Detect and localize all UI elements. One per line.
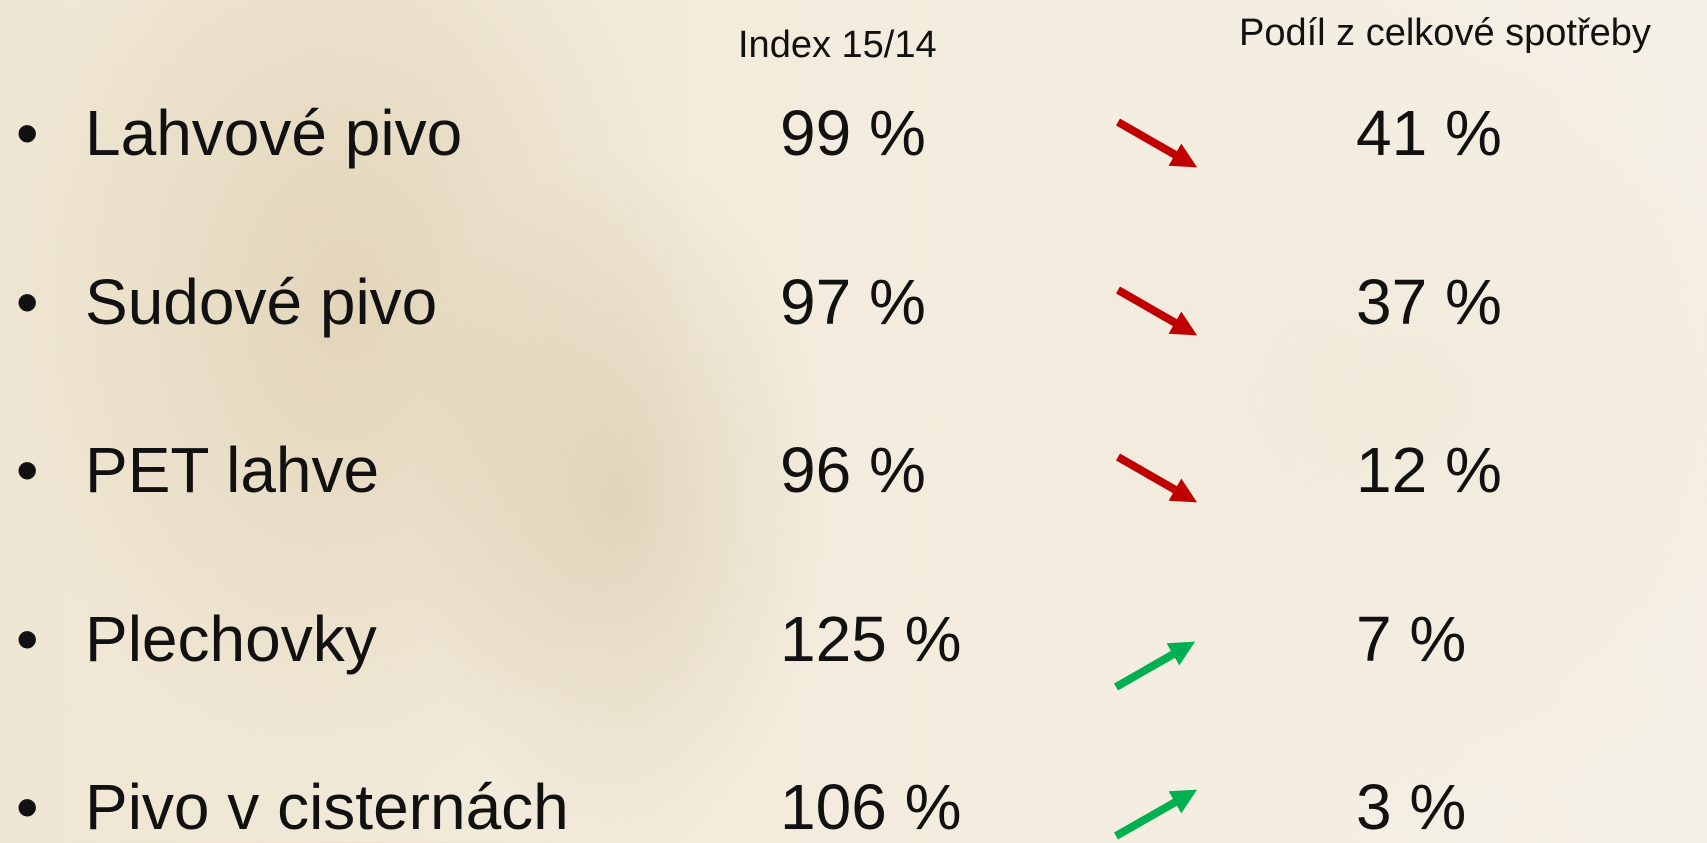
index-value: 97 % <box>780 265 926 338</box>
bullet: • <box>16 771 39 843</box>
index-header: Index 15/14 <box>738 24 937 66</box>
down-arrow <box>1116 118 1198 168</box>
bullet: • <box>16 265 39 338</box>
index-value: 99 % <box>780 97 926 169</box>
bullet: • <box>16 434 39 506</box>
up-arrow <box>1114 789 1198 840</box>
share-header: Podíl z celkové spotřeby <box>1239 12 1651 54</box>
index-value: 106 % <box>780 771 962 843</box>
row-label: PET lahve <box>85 434 380 506</box>
share-value: 7 % <box>1356 602 1467 675</box>
index-value: 96 % <box>780 434 926 506</box>
share-value: 12 % <box>1356 434 1502 506</box>
row-label: Lahvové pivo <box>85 97 463 169</box>
bullet: • <box>16 602 39 675</box>
row-label: Pivo v cisternách <box>85 771 569 843</box>
share-value: 37 % <box>1356 265 1502 338</box>
down-arrow <box>1116 453 1198 503</box>
up-arrow <box>1114 641 1196 691</box>
share-value: 3 % <box>1356 771 1467 843</box>
down-arrow <box>1116 286 1198 336</box>
bullet: • <box>16 97 39 169</box>
share-value: 41 % <box>1356 97 1502 169</box>
row-label: Plechovky <box>85 602 377 675</box>
row-label: Sudové pivo <box>85 265 438 338</box>
index-value: 125 % <box>780 602 962 675</box>
